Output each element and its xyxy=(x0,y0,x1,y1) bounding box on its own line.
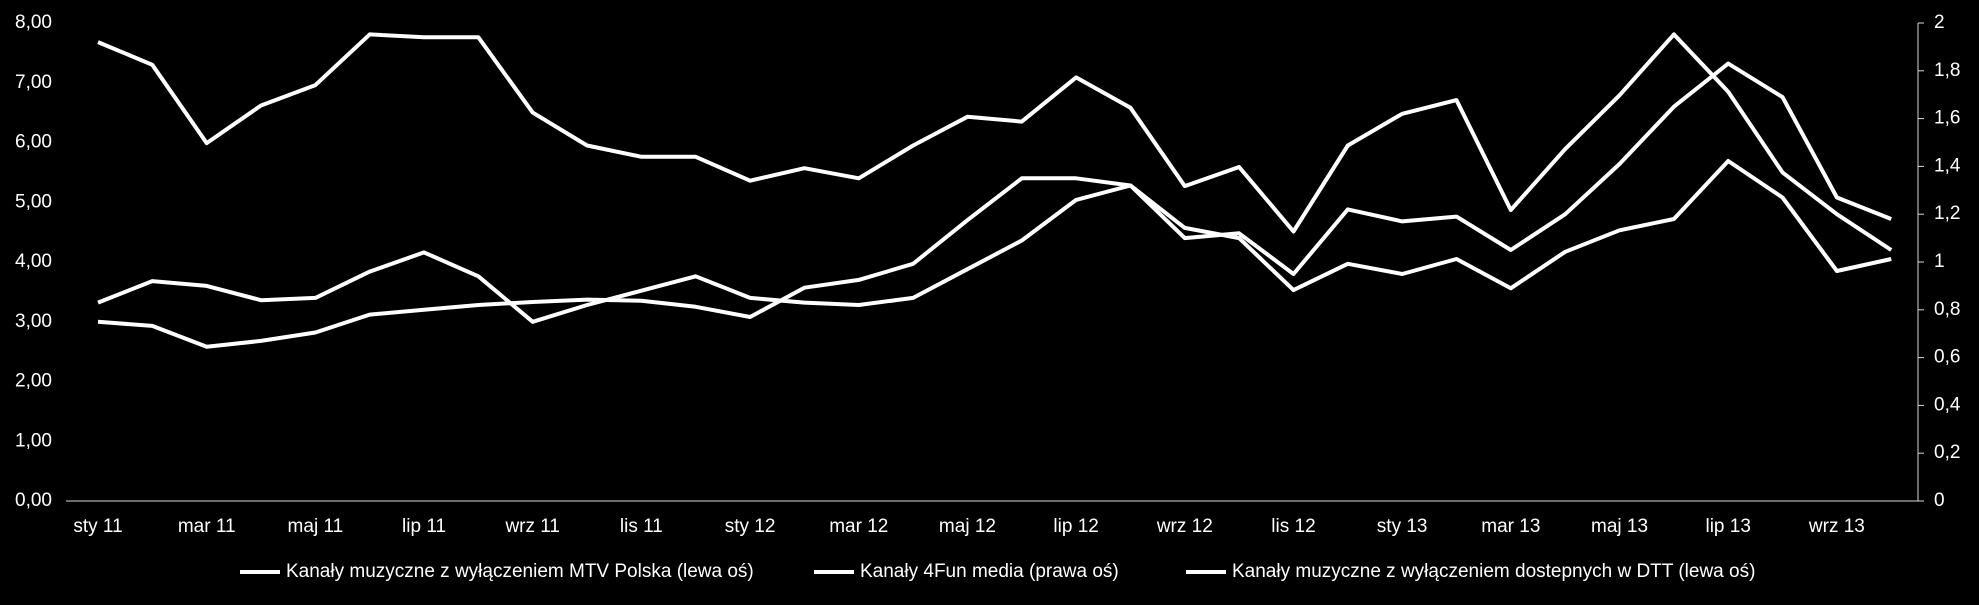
y-tick-label: 3,00 xyxy=(15,311,52,332)
series-line xyxy=(97,32,1893,252)
y2-tick-label: 1,2 xyxy=(1934,203,1960,224)
x-tick-label: mar 11 xyxy=(178,516,236,537)
y2-tick-label: 0,8 xyxy=(1934,299,1960,320)
x-tick-label: lip 11 xyxy=(402,516,446,537)
y2-tick-label: 1,8 xyxy=(1934,60,1960,81)
y-tick-label: 5,00 xyxy=(15,191,52,212)
x-tick-label: wrz 11 xyxy=(504,516,560,537)
x-tick-label: lip 13 xyxy=(1705,516,1750,537)
legend-label: Kanały muzyczne z wyłączeniem dostepnych… xyxy=(1232,561,1755,582)
y-tick-label: 7,00 xyxy=(15,72,52,93)
y2-tick-label: 0,6 xyxy=(1934,347,1960,368)
x-tick-label: wrz 13 xyxy=(1808,516,1865,537)
x-tick-label: lip 12 xyxy=(1053,516,1098,537)
series-line xyxy=(97,61,1892,324)
y2-tick-label: 1,6 xyxy=(1934,108,1960,129)
series-line xyxy=(97,159,1892,349)
x-tick-label: sty 11 xyxy=(73,516,122,537)
y-tick-label: 0,00 xyxy=(15,490,52,511)
x-tick-label: sty 12 xyxy=(725,516,776,537)
y2-tick-label: 2 xyxy=(1934,12,1945,33)
legend-label: Kanały muzyczne z wyłączeniem MTV Polska… xyxy=(286,561,754,582)
y-tick-label: 6,00 xyxy=(15,132,52,153)
y2-tick-label: 0,2 xyxy=(1934,442,1960,463)
y2-tick-label: 0,4 xyxy=(1934,394,1961,415)
x-tick-label: mar 13 xyxy=(1481,516,1540,537)
y2-tick-label: 0 xyxy=(1934,490,1945,511)
y-tick-label: 1,00 xyxy=(15,430,52,451)
y-tick-label: 8,00 xyxy=(15,12,52,33)
x-tick-label: maj 12 xyxy=(939,516,996,537)
legend-label: Kanały 4Fun media (prawa oś) xyxy=(860,561,1119,582)
y2-tick-label: 1,4 xyxy=(1934,155,1961,176)
y2-tick-label: 1 xyxy=(1934,251,1945,272)
x-tick-label: maj 11 xyxy=(288,516,344,537)
y-tick-label: 2,00 xyxy=(15,371,52,392)
x-tick-label: wrz 12 xyxy=(1156,516,1213,537)
x-tick-label: maj 13 xyxy=(1591,516,1648,537)
y-tick-label: 4,00 xyxy=(15,251,52,272)
x-tick-label: sty 13 xyxy=(1377,516,1428,537)
x-tick-label: lis 11 xyxy=(620,516,663,537)
x-tick-label: mar 12 xyxy=(829,516,888,537)
x-tick-label: lis 12 xyxy=(1271,516,1315,537)
